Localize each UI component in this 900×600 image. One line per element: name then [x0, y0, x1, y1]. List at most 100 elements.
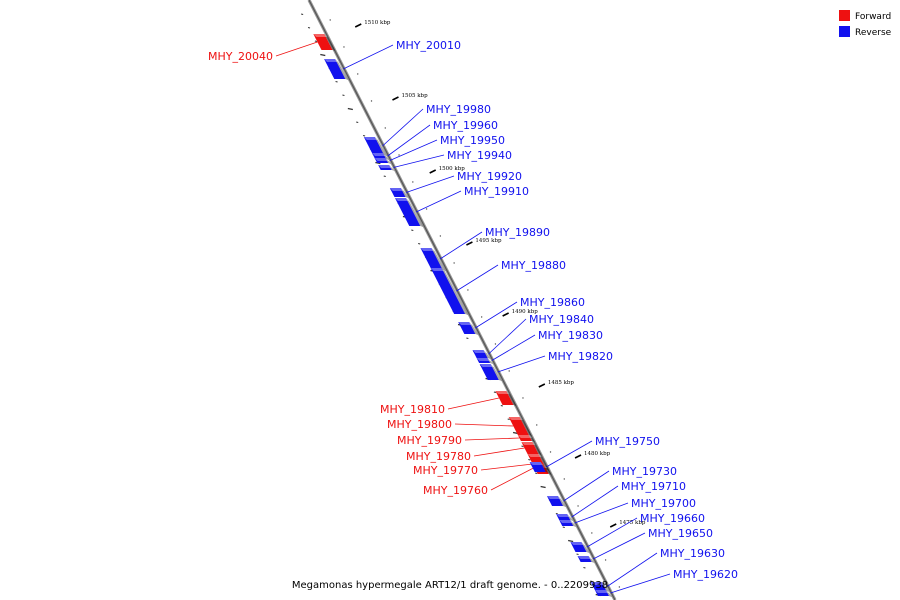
gene-block-mhy-19780[interactable]: [521, 442, 542, 455]
minor-tick-dot: [536, 424, 538, 426]
gene-label[interactable]: MHY_19760: [423, 484, 488, 497]
gene-shade: [335, 59, 349, 80]
gene-shade: [506, 391, 517, 406]
gene-shade: [389, 165, 395, 171]
gene-label[interactable]: MHY_19950: [440, 134, 505, 147]
gene-block-mhy-19960[interactable]: [372, 153, 390, 160]
major-tick: [609, 523, 617, 528]
gene-label[interactable]: MHY_19810: [380, 403, 445, 416]
gene-highlight: [372, 153, 387, 156]
gene-block-mhy-19730[interactable]: [546, 496, 567, 507]
gene-highlight: [577, 556, 592, 559]
gene-block-mhy-19660[interactable]: [570, 542, 590, 553]
legend-swatch-reverse: [839, 26, 850, 37]
gene-shade: [487, 358, 494, 364]
major-tick: [502, 312, 509, 317]
leader-line: [406, 175, 455, 193]
gene-block-mhy-19980[interactable]: [363, 137, 388, 156]
gene-block-mhy-19920[interactable]: [389, 188, 409, 198]
gene-block-mhy-19820[interactable]: [479, 364, 502, 381]
gene-block-mhy-19910[interactable]: [394, 198, 424, 227]
gene-labels: MHY_20040 MHY_20010 MHY_19980 MHY_19960 MHY_…: [208, 39, 738, 581]
gene-block-mhy-19650[interactable]: [577, 556, 595, 563]
leader-line: [606, 552, 658, 587]
gene-body: [517, 435, 532, 441]
gene-block-mhy-19840[interactable]: [472, 350, 491, 359]
tick-label: 1495 kbp: [475, 238, 502, 244]
tick-label: 1480 kbp: [584, 451, 611, 457]
gene-highlight: [495, 391, 510, 394]
gene-label[interactable]: MHY_19940: [447, 149, 512, 162]
gene-label[interactable]: MHY_19650: [648, 527, 713, 540]
gene-shade: [483, 350, 491, 359]
gene-label[interactable]: MHY_19620: [673, 568, 738, 581]
minor-tick-dot: [357, 73, 359, 75]
gene-label[interactable]: MHY_20010: [396, 39, 461, 52]
gene-block-mhy-20010[interactable]: [324, 59, 349, 80]
gene-block-mhy-19700[interactable]: [559, 520, 577, 527]
gene-label[interactable]: MHY_19710: [621, 480, 686, 493]
leader-line: [387, 124, 431, 157]
gene-label[interactable]: MHY_19750: [595, 435, 660, 448]
gene-block-mhy-19810[interactable]: [495, 391, 517, 406]
gene-label[interactable]: MHY_19860: [520, 296, 585, 309]
gene-label[interactable]: MHY_19880: [501, 259, 566, 272]
gene-label[interactable]: MHY_19960: [433, 119, 498, 132]
gene-body: [559, 520, 574, 526]
gene-label[interactable]: MHY_19770: [413, 464, 478, 477]
gene-block-mhy-19890[interactable]: [420, 248, 446, 271]
gene-label[interactable]: MHY_19800: [387, 418, 452, 431]
gene-highlight: [394, 198, 409, 201]
leader-lines: [275, 41, 671, 594]
minor-tick: [335, 81, 338, 83]
gene-shade: [557, 496, 567, 507]
leader-line: [592, 532, 646, 560]
gene-body: [521, 442, 539, 454]
gene-shade: [400, 188, 409, 198]
leader-line: [447, 397, 500, 410]
gene-block-mhy-19860[interactable]: [458, 322, 479, 335]
gene-label[interactable]: MHY_19630: [660, 547, 725, 560]
minor-tick: [555, 513, 559, 515]
gene-block-mhy-19790[interactable]: [517, 435, 535, 442]
gene-body: [313, 34, 333, 50]
minor-tick-dot: [384, 127, 386, 129]
gene-body: [389, 188, 406, 197]
gene-highlight: [363, 137, 378, 140]
minor-tick-dot: [604, 559, 607, 561]
gene-body: [458, 322, 476, 334]
gene-shade: [490, 364, 502, 381]
gene-highlight: [420, 248, 435, 251]
gene-label[interactable]: MHY_20040: [208, 50, 273, 63]
gene-label[interactable]: MHY_19980: [426, 103, 491, 116]
gene-block-mhy-19710[interactable]: [556, 514, 574, 521]
gene-label[interactable]: MHY_19910: [464, 185, 529, 198]
gene-label[interactable]: MHY_19890: [485, 226, 550, 239]
minor-tick-dot: [549, 451, 552, 453]
gene-label[interactable]: MHY_19780: [406, 450, 471, 463]
gene-label[interactable]: MHY_19730: [612, 465, 677, 478]
gene-label[interactable]: MHY_19920: [457, 170, 522, 183]
gene-shade: [383, 153, 390, 160]
major-tick: [538, 383, 546, 388]
gene-block-mhy-19750[interactable]: [529, 462, 549, 473]
gene-block-mhy-19950[interactable]: [374, 158, 392, 164]
gene-label[interactable]: MHY_19790: [397, 434, 462, 447]
minor-tick-dot: [494, 343, 497, 345]
gene-highlight: [479, 364, 494, 367]
gene-block-mhy-19830[interactable]: [476, 358, 494, 364]
gene-label[interactable]: MHY_19660: [640, 512, 705, 525]
gene-label[interactable]: MHY_19830: [538, 329, 603, 342]
gene-block-mhy-19940[interactable]: [378, 165, 395, 171]
gene-block-mhy-19630[interactable]: [590, 582, 610, 592]
gene-label[interactable]: MHY_19820: [548, 350, 613, 363]
gene-label[interactable]: MHY_19700: [631, 497, 696, 510]
gene-block-mhy-19800[interactable]: [508, 417, 532, 436]
tick-label: 1510 kbp: [364, 20, 391, 26]
gene-highlight: [476, 358, 491, 361]
gene-block-mhy-19880[interactable]: [430, 268, 469, 315]
gene-highlight: [517, 435, 532, 438]
gene-block-mhy-20040[interactable]: [313, 34, 336, 51]
gene-block-mhy-19620[interactable]: [594, 590, 612, 597]
gene-label[interactable]: MHY_19840: [529, 313, 594, 326]
